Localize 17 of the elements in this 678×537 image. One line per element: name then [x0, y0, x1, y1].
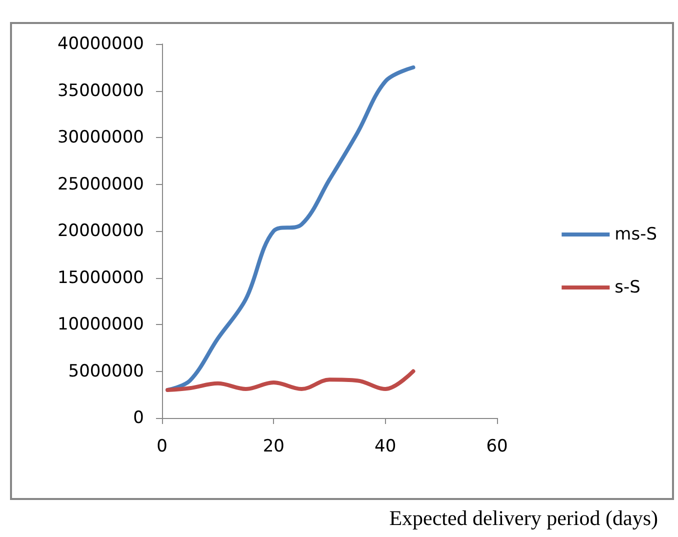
y-tick-label: 35000000 — [57, 80, 144, 101]
x-tick-label: 40 — [374, 436, 396, 456]
x-tick-label: 20 — [262, 436, 284, 456]
y-tick-label: 15000000 — [57, 268, 144, 288]
legend-label: s-S — [614, 278, 640, 298]
y-tick-label: 10000000 — [57, 314, 144, 334]
x-axis-title: Expected delivery period (days) — [389, 506, 658, 531]
y-tick-label: 40000000 — [57, 34, 144, 54]
x-tick-label: 0 — [156, 436, 168, 456]
y-tick-label: 0 — [133, 408, 144, 428]
legend-label: ms-S — [614, 224, 657, 244]
line-series — [166, 369, 416, 392]
y-tick-label: 30000000 — [57, 128, 144, 148]
y-tick-label: 20000000 — [57, 221, 144, 241]
y-tick-label: 25000000 — [57, 174, 144, 194]
x-tick-label: 60 — [486, 436, 508, 456]
y-tick-label: 5000000 — [68, 361, 144, 382]
